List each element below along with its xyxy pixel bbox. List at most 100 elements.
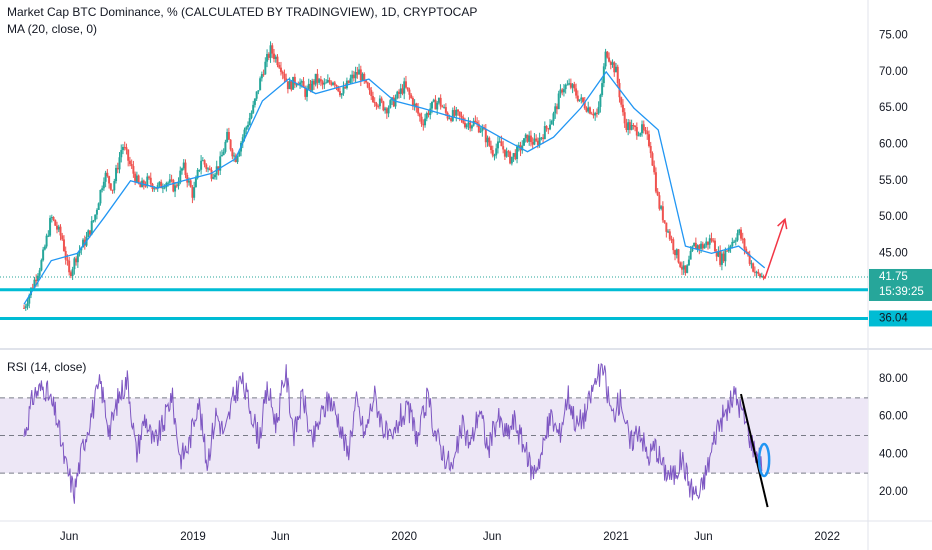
candle-body [615,66,617,73]
candle-body [167,182,170,184]
candle-body [335,85,338,87]
candle-body [276,56,279,66]
candle-body [43,246,46,250]
candle-body [503,149,506,157]
candle-body [510,156,513,164]
candle-body [170,179,173,181]
candle-body [95,209,98,215]
candle-body [128,160,131,165]
rsi-axis-tick: 40.00 [879,448,908,460]
candle-body [354,72,357,79]
candle-body [269,45,272,58]
candle-body [625,123,628,131]
candle-body [118,157,121,170]
candle-body [130,164,133,167]
candle-body [314,73,317,85]
candle-body [720,253,723,265]
candle-body [580,97,583,100]
candle-body [722,253,725,262]
candle-body [82,239,85,248]
candle-body [460,115,463,118]
candle-body [26,303,29,307]
rsi-indicator-label[interactable]: RSI (14, close) [7,360,87,374]
candle-body [186,174,189,183]
candle-body [241,137,244,143]
candle-body [286,81,289,90]
projection-arrow[interactable] [764,219,786,280]
candle-body [312,80,315,85]
candle-body [295,84,298,86]
candle-body [734,240,737,242]
candle-body [73,258,76,270]
candle-body [250,112,253,118]
candle-body [75,258,78,263]
candle-body [547,128,550,130]
candle-body [340,93,343,96]
candle-body [517,145,520,147]
candle-body [573,84,576,89]
candle-body [514,153,517,160]
candle-body [411,97,414,107]
candle-body [698,245,701,249]
candle-body [403,81,406,94]
candle-body [302,81,305,88]
candle-body [233,155,236,157]
candle-body [458,111,461,116]
candle-body [62,239,65,251]
candle-body [311,80,314,91]
candle-body [115,167,118,182]
candle-body [253,98,256,105]
candle-body [696,245,699,250]
candle-body [425,112,428,119]
candle-body [420,116,423,124]
rsi-trendline[interactable] [740,393,769,508]
candle-body [552,113,555,121]
last-price-value: 41.75 [879,271,908,283]
candle-body [496,141,499,149]
candle-body [50,217,53,219]
candle-body [56,225,59,230]
candle-body [127,149,130,161]
candle-body [644,130,647,132]
candle-body [208,168,211,170]
candle-body [760,276,763,278]
candle-body [300,81,303,83]
candle-body [660,206,663,209]
candle-body [207,168,210,170]
candle-body [418,113,421,117]
candle-body [304,87,307,97]
price-badge [869,310,932,327]
candle-body [29,287,32,296]
candle-body [656,191,659,196]
candle-body [680,266,683,270]
candle-body [597,106,600,114]
candle-body [649,145,652,154]
candle-body [710,238,713,241]
candle-body [667,231,670,233]
candle-body [463,122,466,128]
candle-body [642,124,645,131]
rsi-ellipse-marker[interactable] [757,442,771,478]
candle-body [521,145,524,151]
ma-indicator-label[interactable]: MA (20, close, 0) [7,22,98,36]
candle-body [278,65,281,68]
candle-body [601,83,604,95]
candle-body [568,83,571,85]
candle-body [616,66,619,83]
candle-body [646,131,649,135]
candle-body [182,162,185,169]
candle-body [142,180,145,186]
candle-body [344,86,347,89]
candle-body [352,74,355,79]
candle-body [394,98,397,107]
candle-body [719,251,722,265]
candle-body [163,187,166,189]
time-axis-tick: 2019 [180,531,206,543]
candle-body [621,104,624,113]
candle-body [389,100,392,108]
price-axis-tick: 60.00 [879,138,908,150]
candle-body [524,134,527,139]
candle-body [632,125,635,127]
candle-body [757,271,760,274]
